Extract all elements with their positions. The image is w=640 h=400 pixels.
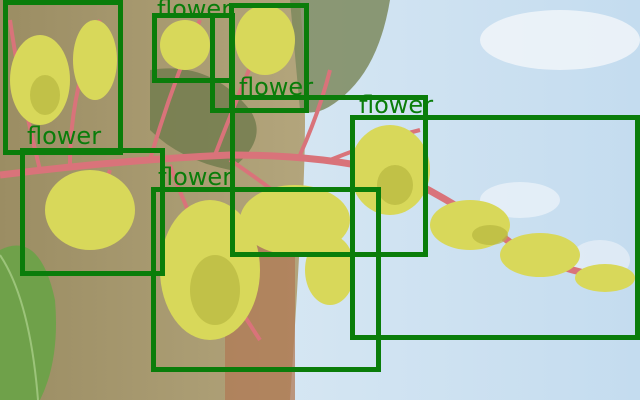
detection-box: flower [350, 92, 640, 340]
blossom-clusters [10, 5, 635, 340]
detection-label: flower [239, 73, 314, 101]
leaf-vein [0, 254, 39, 400]
detection-box: flower [20, 123, 165, 276]
tree-line [290, 0, 390, 113]
blossom-shading [30, 75, 508, 325]
detection-label: flower [27, 122, 102, 150]
cloud [480, 10, 640, 70]
detection-box [210, 13, 235, 113]
detection-box: flower [230, 74, 428, 257]
detection-label: flower [158, 163, 233, 191]
detection-box: flower [151, 164, 381, 372]
detection-label: flower [359, 91, 434, 119]
